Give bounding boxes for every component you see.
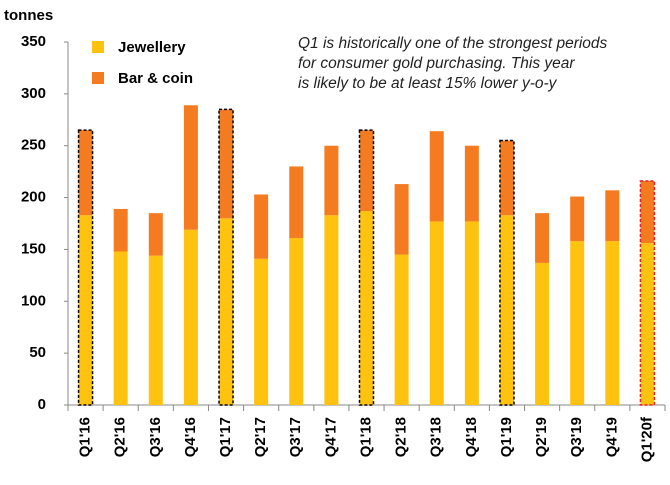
bar-segment [394, 184, 409, 255]
bar-segment [499, 215, 514, 405]
y-tick-label: 250 [21, 137, 46, 154]
x-tick-label: Q2'18 [393, 417, 410, 457]
y-tick-label: 0 [38, 396, 46, 413]
bar-segment [183, 229, 198, 405]
bar-segment [605, 241, 620, 405]
x-tick-label: Q2'19 [533, 417, 550, 457]
y-tick-label: 300 [21, 85, 46, 102]
x-tick-label: Q2'16 [112, 417, 129, 457]
x-tick-label: Q3'18 [428, 417, 445, 457]
bar-segment [289, 238, 304, 405]
bar-segment [324, 145, 339, 216]
bar-segment [429, 131, 444, 222]
bar-segment [464, 221, 479, 405]
bar-segment [254, 194, 269, 259]
x-tick-label: Q3'16 [147, 417, 164, 457]
bar-segment [570, 196, 585, 242]
x-tick-label: Q3'19 [568, 417, 585, 457]
bar-segment [78, 215, 93, 405]
x-tick-label: Q1'16 [77, 417, 94, 457]
bar-segment [535, 262, 550, 405]
y-tick-label: 200 [21, 189, 46, 206]
annotation: is likely to be at least 15% lower y-o-y [298, 75, 558, 92]
x-tick-label: Q4'17 [322, 417, 339, 457]
x-tick-label: Q1'18 [357, 417, 374, 457]
bar-segment [535, 213, 550, 263]
bar-outline [358, 129, 375, 406]
bar-outline [499, 139, 515, 406]
x-tick-label: Q4'19 [603, 417, 620, 457]
bar-segment [289, 166, 304, 239]
bar-segment [394, 254, 409, 405]
bar-segment [359, 211, 374, 405]
x-tick-label: Q4'16 [182, 417, 199, 457]
legend-swatch [92, 41, 104, 53]
annotation: Q1 is historically one of the strongest … [298, 35, 608, 52]
x-tick-label: Q1'20f [638, 416, 655, 462]
bar-outline [77, 129, 94, 406]
bar-segment [605, 190, 620, 242]
y-axis-label: tonnes [4, 7, 53, 24]
bar-segment [219, 109, 234, 219]
y-tick-label: 50 [29, 344, 46, 361]
bar-segment [148, 213, 163, 256]
bar-segment [499, 140, 514, 216]
y-tick-label: 100 [21, 292, 46, 309]
x-tick-label: Q2'17 [252, 417, 269, 457]
bar-segment [219, 218, 234, 405]
bar-segment [429, 221, 444, 405]
bar-segment [113, 208, 128, 252]
bar-outline [639, 180, 656, 406]
annotation: for consumer gold purchasing. This year [298, 55, 575, 72]
y-tick-label: 350 [21, 33, 46, 50]
x-tick-label: Q1'19 [498, 417, 515, 457]
y-tick-label: 150 [21, 240, 46, 257]
x-tick-label: Q1'17 [217, 417, 234, 457]
bar-segment [570, 241, 585, 405]
bar-segment [464, 145, 479, 222]
legend-label: Jewellery [118, 39, 186, 56]
bar-segment [359, 130, 374, 212]
legend-label: Bar & coin [118, 70, 193, 87]
legend-swatch [92, 72, 104, 84]
x-tick-label: Q4'18 [463, 417, 480, 457]
bar-outline [218, 108, 234, 406]
bar-segment [640, 180, 655, 244]
bar-segment [78, 130, 93, 216]
bar-segment [324, 215, 339, 405]
x-tick-label: Q3'17 [287, 417, 304, 457]
bar-segment [640, 243, 655, 405]
bar-segment [183, 105, 198, 230]
bar-segment [113, 251, 128, 405]
bar-segment [254, 258, 269, 405]
bar-segment [148, 255, 163, 405]
